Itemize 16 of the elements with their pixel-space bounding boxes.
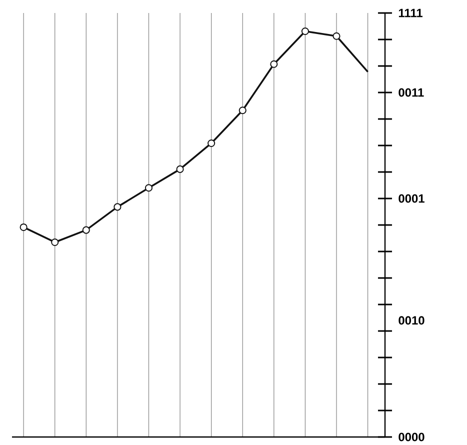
point (51, 238, 59, 246)
point (238, 106, 246, 114)
text: 0010 (398, 316, 424, 325)
point (144, 184, 153, 192)
point (20, 223, 28, 232)
text: 0001 (398, 194, 424, 203)
text: 0000 (398, 432, 424, 442)
text: 1111 (398, 8, 422, 18)
point (332, 32, 340, 40)
point (114, 203, 122, 211)
point (270, 60, 278, 68)
point (208, 139, 216, 148)
point (301, 27, 309, 36)
point (176, 165, 184, 173)
point (82, 226, 90, 234)
text: 0011 (398, 88, 424, 97)
